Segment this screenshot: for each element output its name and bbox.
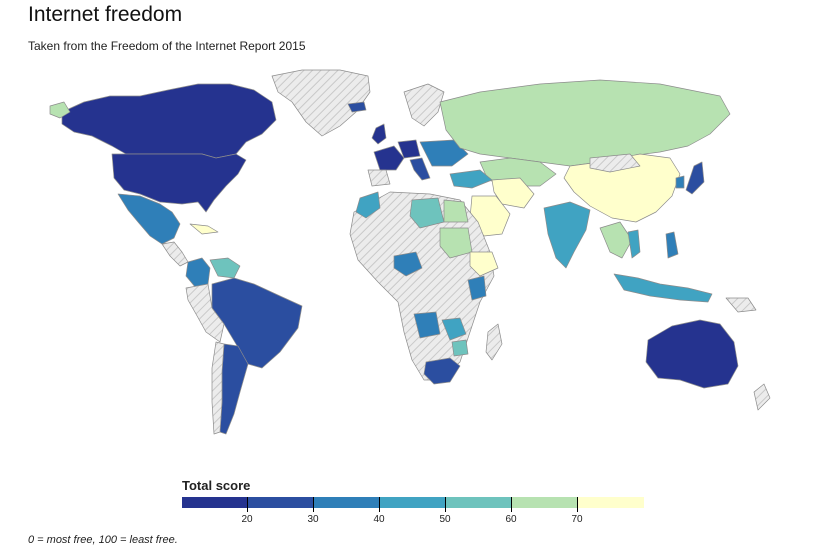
legend-swatch (380, 497, 446, 508)
region-egypt (443, 199, 469, 223)
legend-tick (577, 497, 578, 512)
region-zambia (441, 317, 467, 341)
region-canada-alaska (61, 83, 277, 159)
region-angola (413, 311, 441, 339)
region-papua (725, 297, 757, 313)
legend-swatch (512, 497, 578, 508)
legend-color-bar (182, 497, 644, 508)
region-morocco (355, 191, 381, 219)
region-japan (685, 161, 705, 195)
region-australia (645, 319, 739, 389)
region-iceland (347, 101, 367, 113)
region-scandinavia (403, 83, 445, 127)
legend-tick-label: 30 (307, 514, 319, 525)
world-choropleth-map (49, 69, 771, 435)
legend-tick-label: 40 (373, 514, 385, 525)
region-kazakhstan (479, 157, 557, 187)
region-mexico (117, 193, 181, 245)
page-subtitle: Taken from the Freedom of the Internet R… (28, 39, 306, 53)
region-nigeria (393, 251, 423, 277)
region-usa (111, 153, 247, 213)
region-madagascar (485, 323, 503, 361)
region-spain (367, 169, 391, 187)
region-southeast-asia (599, 221, 633, 259)
region-philippines (665, 231, 679, 259)
region-india (543, 201, 591, 269)
region-zimbabwe (451, 339, 469, 357)
legend-title: Total score (182, 478, 251, 493)
region-indonesia (613, 273, 713, 303)
legend-tick (511, 497, 512, 512)
legend-tick (313, 497, 314, 512)
legend-tick-label: 60 (505, 514, 517, 525)
legend-tick (247, 497, 248, 512)
region-italy (409, 157, 431, 181)
region-cuba (189, 223, 219, 235)
region-greenland (271, 69, 371, 137)
region-eastern-europe (419, 139, 469, 167)
region-south-africa (423, 357, 461, 385)
legend-tick (445, 497, 446, 512)
page-title: Internet freedom (28, 3, 183, 26)
region-turkey (449, 169, 493, 189)
legend-swatch (314, 497, 380, 508)
region-new-zealand (753, 383, 771, 411)
region-peru (185, 283, 225, 343)
scale-footnote: 0 = most free, 100 = least free. (28, 534, 178, 546)
region-sudan (439, 227, 473, 259)
legend-tick-label: 20 (241, 514, 253, 525)
region-mongolia (589, 153, 641, 173)
region-russia (439, 79, 731, 167)
region-central-america (161, 241, 189, 267)
region-libya (409, 197, 445, 229)
region-vietnam (627, 229, 641, 259)
region-alaska-west (49, 101, 71, 119)
region-china (563, 153, 681, 223)
region-chile (211, 341, 225, 435)
region-argentina (219, 343, 249, 435)
region-uk (371, 123, 387, 145)
legend-tick-label: 70 (571, 514, 583, 525)
region-germany (397, 139, 421, 159)
region-venezuela (209, 257, 241, 279)
legend-swatch (248, 497, 314, 508)
legend-swatch (182, 497, 248, 508)
region-ethiopia (469, 251, 499, 277)
legend-swatch (446, 497, 512, 508)
color-legend: Total score 20 30 40 50 60 70 (182, 476, 652, 528)
region-south-korea (675, 175, 685, 189)
region-iran (491, 177, 535, 209)
legend-tick-label: 50 (439, 514, 451, 525)
legend-tick (379, 497, 380, 512)
region-colombia (185, 257, 211, 289)
region-kenya (467, 275, 487, 301)
legend-swatch (578, 497, 644, 508)
region-france (373, 145, 405, 171)
